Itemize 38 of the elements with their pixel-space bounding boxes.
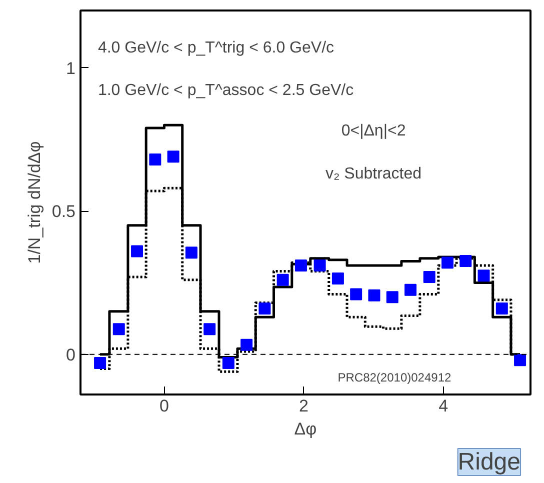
point — [276, 274, 289, 286]
point — [94, 356, 106, 369]
point — [112, 323, 125, 336]
x-tick-label: 0 — [159, 396, 169, 416]
point — [368, 289, 380, 302]
point — [423, 271, 436, 284]
point — [404, 284, 416, 296]
x-tick-label: 2 — [299, 396, 308, 416]
point — [294, 260, 307, 272]
point — [441, 256, 454, 269]
x-axis-title: Δφ — [294, 420, 317, 438]
point — [149, 154, 162, 166]
point — [496, 302, 508, 315]
point — [240, 338, 253, 351]
point — [131, 245, 144, 258]
point — [222, 356, 234, 369]
point — [314, 260, 326, 272]
point — [478, 270, 490, 282]
x-tick-label: 4 — [438, 396, 448, 416]
annotation: PRC82(2010)024912 — [338, 370, 452, 384]
annotation: 1.0 GeV/c < p_T^assoc < 2.5 GeV/c — [98, 82, 354, 100]
point — [332, 272, 344, 284]
annotation: 0<|Δη|<2 — [341, 122, 406, 140]
y-axis-title: 1/N_trig dN/dΔφ — [24, 141, 44, 264]
y-tick-label: 0.5 — [52, 202, 76, 222]
point — [460, 254, 472, 267]
point — [258, 302, 271, 315]
point — [514, 354, 526, 366]
point — [386, 291, 398, 304]
y-tick-label: 1 — [66, 58, 76, 78]
point — [204, 323, 216, 336]
point — [185, 246, 198, 259]
annotation: 4.0 GeV/c < p_T^trig < 6.0 GeV/c — [98, 39, 334, 56]
text: Ridge — [458, 448, 521, 476]
y-tick-label: 0 — [66, 345, 76, 364]
point — [350, 288, 362, 300]
annotation: v₂ Subtracted — [326, 165, 422, 182]
point — [167, 150, 180, 163]
